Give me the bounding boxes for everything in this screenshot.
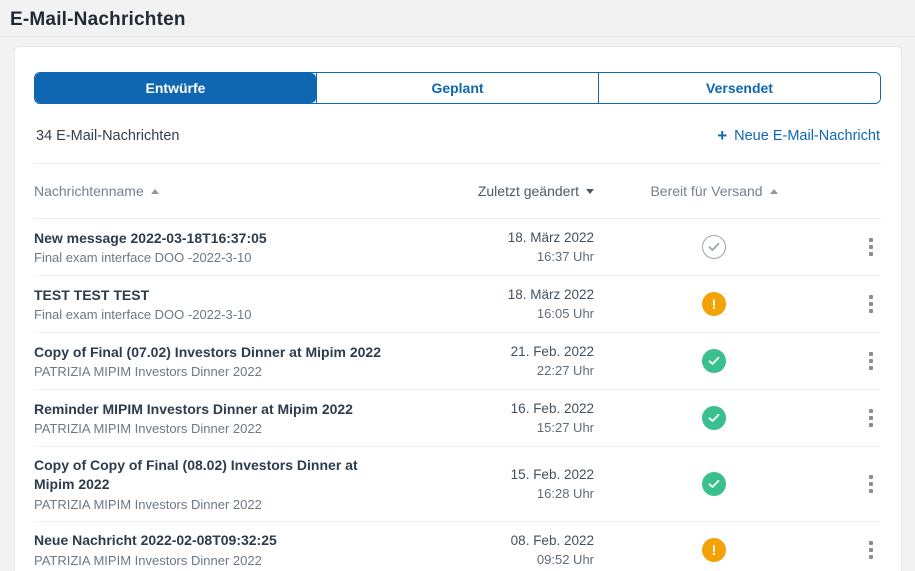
new-email-message-button[interactable]: + Neue E-Mail-Nachricht — [717, 128, 880, 144]
column-header-0[interactable]: Nachrichtenname — [34, 183, 474, 199]
warning-status-icon: ! — [702, 538, 726, 562]
message-name: TEST TEST TEST — [34, 286, 474, 305]
new-email-message-label: Neue E-Mail-Nachricht — [734, 128, 880, 144]
column-header-2[interactable]: Bereit für Versand — [594, 183, 834, 199]
ready-status-icon — [702, 472, 726, 496]
sort-desc-icon — [586, 189, 594, 194]
email-messages-card: EntwürfeGeplantVersendet 34 E-Mail-Nachr… — [14, 46, 902, 571]
row-menu-kebab-icon[interactable] — [866, 291, 876, 317]
message-date: 16. Feb. 2022 — [474, 401, 594, 416]
message-subtitle: PATRIZIA MIPIM Investors Dinner 2022 — [34, 364, 474, 379]
message-subtitle: Final exam interface DOO -2022-3-10 — [34, 250, 474, 265]
message-time: 16:37 Uhr — [474, 249, 594, 264]
tab-versendet[interactable]: Versendet — [598, 73, 880, 103]
plus-icon: + — [717, 129, 727, 143]
tab-bar: EntwürfeGeplantVersendet — [34, 72, 881, 104]
row-menu-kebab-icon[interactable] — [866, 234, 876, 260]
ready-status-icon — [702, 349, 726, 373]
message-subtitle: PATRIZIA MIPIM Investors Dinner 2022 — [34, 497, 474, 512]
message-name: Reminder MIPIM Investors Dinner at Mipim… — [34, 400, 474, 419]
table-row[interactable]: New message 2022-03-18T16:37:05 Final ex… — [34, 219, 881, 276]
message-date: 18. März 2022 — [474, 287, 594, 302]
message-name: Copy of Copy of Final (08.02) Investors … — [34, 456, 474, 494]
table-header: Nachrichtenname Zuletzt geändert Bereit … — [34, 164, 881, 219]
message-date: 21. Feb. 2022 — [474, 344, 594, 359]
message-date: 15. Feb. 2022 — [474, 467, 594, 482]
table-row[interactable]: Copy of Copy of Final (08.02) Investors … — [34, 447, 881, 522]
message-date: 18. März 2022 — [474, 230, 594, 245]
tab-entwürfe[interactable]: Entwürfe — [35, 73, 316, 103]
table-row[interactable]: Neue Nachricht 2022-02-08T09:32:25 PATRI… — [34, 522, 881, 571]
count-row: 34 E-Mail-Nachrichten + Neue E-Mail-Nach… — [34, 104, 881, 164]
message-time: 16:28 Uhr — [474, 486, 594, 501]
page-header: E-Mail-Nachrichten — [0, 0, 915, 37]
table-row[interactable]: TEST TEST TEST Final exam interface DOO … — [34, 276, 881, 333]
message-time: 09:52 Uhr — [474, 552, 594, 567]
message-time: 15:27 Uhr — [474, 420, 594, 435]
page-title: E-Mail-Nachrichten — [10, 9, 915, 31]
sort-asc-icon — [151, 189, 159, 194]
tab-geplant[interactable]: Geplant — [316, 73, 598, 103]
row-menu-kebab-icon[interactable] — [866, 348, 876, 374]
message-name: Neue Nachricht 2022-02-08T09:32:25 — [34, 531, 474, 550]
message-date: 08. Feb. 2022 — [474, 533, 594, 548]
warning-status-icon: ! — [702, 292, 726, 316]
column-header-1[interactable]: Zuletzt geändert — [474, 183, 594, 199]
ready-status-icon — [702, 406, 726, 430]
message-subtitle: Final exam interface DOO -2022-3-10 — [34, 307, 474, 322]
table-row[interactable]: Reminder MIPIM Investors Dinner at Mipim… — [34, 390, 881, 447]
message-time: 22:27 Uhr — [474, 363, 594, 378]
row-menu-kebab-icon[interactable] — [866, 471, 876, 497]
sort-asc-icon — [770, 189, 778, 194]
message-list: New message 2022-03-18T16:37:05 Final ex… — [34, 219, 881, 571]
table-row[interactable]: Copy of Final (07.02) Investors Dinner a… — [34, 333, 881, 390]
message-subtitle: PATRIZIA MIPIM Investors Dinner 2022 — [34, 553, 474, 568]
row-menu-kebab-icon[interactable] — [866, 405, 876, 431]
message-subtitle: PATRIZIA MIPIM Investors Dinner 2022 — [34, 421, 474, 436]
message-count: 34 E-Mail-Nachrichten — [36, 128, 179, 144]
unchecked-status-icon — [702, 235, 726, 259]
message-name: New message 2022-03-18T16:37:05 — [34, 229, 474, 248]
message-time: 16:05 Uhr — [474, 306, 594, 321]
row-menu-kebab-icon[interactable] — [866, 537, 876, 563]
message-name: Copy of Final (07.02) Investors Dinner a… — [34, 343, 474, 362]
